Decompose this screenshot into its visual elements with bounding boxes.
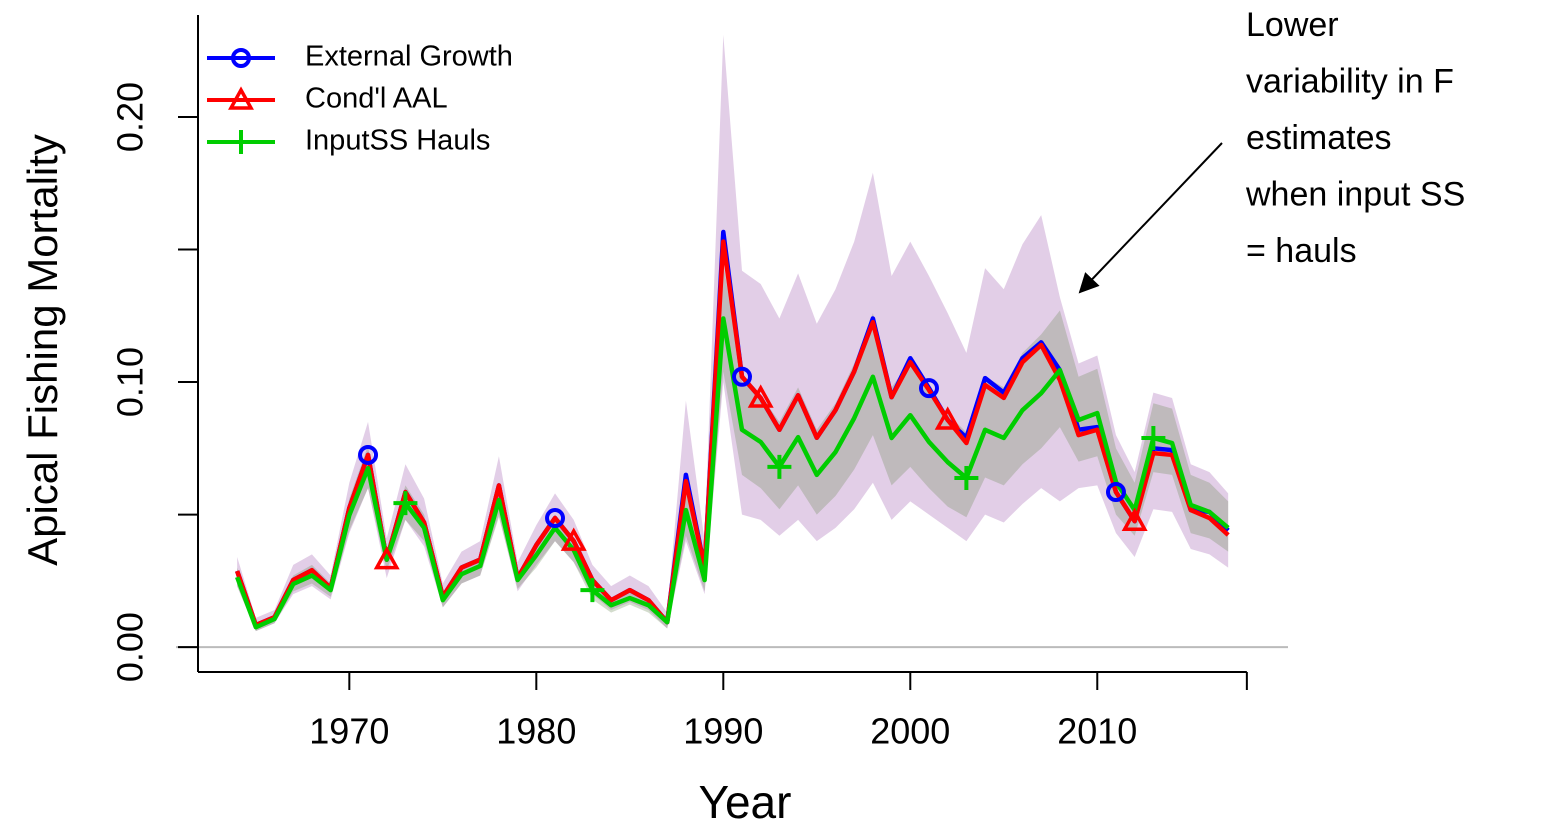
series-marker <box>560 527 587 551</box>
series-marker <box>747 384 774 408</box>
series-marker <box>1105 482 1126 503</box>
y-tick-label: 0.10 <box>110 347 151 417</box>
series-marker <box>918 378 939 399</box>
x-tick-label: 1980 <box>496 711 576 752</box>
annotation-text: when input SS <box>1245 175 1465 213</box>
x-tick-label: 2000 <box>870 711 950 752</box>
legend-marker <box>228 86 254 110</box>
annotation-text: estimates <box>1246 119 1392 157</box>
annotation-text: variability in F <box>1246 62 1454 100</box>
series-marker <box>954 466 979 491</box>
y-tick-label: 0.20 <box>110 82 151 152</box>
series-marker <box>767 454 792 479</box>
x-tick-label: 2010 <box>1057 711 1137 752</box>
y-tick-label: 0.00 <box>110 612 151 682</box>
annotation-arrow <box>1078 142 1223 294</box>
legend-label: External Growth <box>305 41 513 73</box>
series-marker <box>934 406 961 430</box>
series-marker <box>580 578 605 603</box>
legend-marker <box>229 130 253 154</box>
x-tick-label: 1990 <box>683 711 763 752</box>
series-marker <box>1121 507 1148 531</box>
legend-marker <box>231 48 251 68</box>
annotation-text: = hauls <box>1246 232 1357 270</box>
x-axis-label: Year <box>699 776 792 828</box>
series-marker <box>358 444 379 465</box>
series-marker <box>373 546 400 570</box>
annotation-text: Lower <box>1246 6 1339 44</box>
series-marker <box>545 508 566 529</box>
legend-label: InputSS Hauls <box>305 125 490 157</box>
x-tick-label: 1970 <box>309 711 389 752</box>
series-marker <box>393 491 418 516</box>
series-marker <box>1141 425 1166 450</box>
confidence-band <box>237 34 1229 632</box>
y-axis-label: Apical Fishing Mortality <box>19 134 66 566</box>
legend-label: Cond'l AAL <box>305 83 448 115</box>
series-marker <box>732 366 752 387</box>
